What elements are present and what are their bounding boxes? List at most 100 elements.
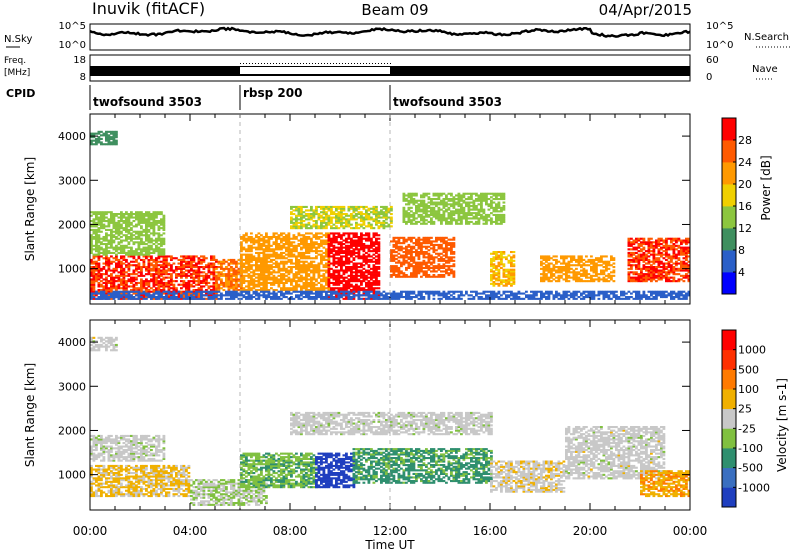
heatmap-cell <box>147 237 151 240</box>
heatmap-cell <box>437 245 441 248</box>
heatmap-cell <box>332 244 336 247</box>
heatmap-cell <box>115 223 118 226</box>
heatmap-cell <box>247 285 251 288</box>
heatmap-cell <box>415 242 418 245</box>
heatmap-cell <box>197 267 201 270</box>
heatmap-cell <box>132 251 136 254</box>
heatmap-cell <box>132 257 136 260</box>
heatmap-cell <box>340 223 343 226</box>
heatmap-cell <box>250 255 253 258</box>
heatmap-cell <box>497 219 501 222</box>
heatmap-cell <box>392 256 396 259</box>
heatmap-cell <box>357 269 361 272</box>
heatmap-cell <box>435 256 438 259</box>
heatmap-cell <box>312 274 316 277</box>
heatmap-cell <box>425 252 428 255</box>
heatmap-cell <box>302 237 306 240</box>
noise-left-tick-bottom: 10^0 <box>59 40 86 51</box>
heatmap-cell <box>390 251 393 254</box>
heatmap-cell <box>470 196 473 199</box>
heatmap-cell <box>542 257 546 260</box>
heatmap-cell <box>325 264 328 267</box>
heatmap-cell <box>275 253 278 256</box>
heatmap-cell <box>340 248 343 251</box>
heatmap-cell <box>560 274 563 277</box>
heatmap-cell <box>307 221 311 224</box>
heatmap-cell <box>410 245 413 248</box>
heatmap-cell <box>512 272 516 275</box>
heatmap-cell <box>152 214 156 217</box>
heatmap-cell <box>660 266 663 269</box>
heatmap-cell <box>605 267 608 270</box>
heatmap-cell <box>130 276 133 279</box>
heatmap-cell <box>432 268 436 271</box>
heatmap-cell <box>100 243 103 246</box>
heatmap-cell <box>257 260 261 263</box>
heatmap-cell <box>282 287 286 290</box>
heatmap-cell <box>360 287 363 290</box>
heatmap-cell <box>307 278 311 281</box>
heatmap-cell <box>632 273 636 276</box>
heatmap-cell <box>650 260 653 263</box>
heatmap-cell <box>440 222 443 225</box>
heatmap-cell <box>380 225 383 228</box>
heatmap-cell <box>295 266 298 269</box>
heatmap-cell <box>550 276 553 279</box>
heatmap-cell <box>452 199 456 202</box>
heatmap-cell <box>122 234 126 237</box>
heatmap-cell <box>445 217 448 220</box>
heatmap-cell <box>175 289 178 292</box>
heatmap-cell <box>367 225 371 228</box>
heatmap-cell <box>252 281 256 284</box>
heatmap-cell <box>540 276 543 279</box>
heatmap-cell <box>355 287 358 290</box>
heatmap-cell <box>647 278 651 281</box>
heatmap-cell <box>390 266 393 269</box>
heatmap-cell <box>342 234 346 237</box>
heatmap-cell <box>320 262 323 265</box>
heatmap-cell <box>650 264 653 267</box>
heatmap-cell <box>440 275 443 278</box>
heatmap-cell <box>132 213 136 216</box>
heatmap-cell <box>290 289 293 292</box>
heatmap-cell <box>287 273 291 276</box>
heatmap-cell <box>120 236 123 239</box>
heatmap-cell <box>545 276 548 279</box>
heatmap-cell <box>492 213 496 216</box>
heatmap-cell <box>225 267 228 270</box>
heatmap-cell <box>602 260 606 263</box>
heatmap-cell <box>437 210 441 213</box>
heatmap-cell <box>167 273 171 276</box>
heatmap-cell <box>115 230 118 233</box>
heatmap-cell <box>355 221 358 224</box>
heatmap-cell <box>340 234 343 237</box>
heatmap-cell <box>335 278 338 281</box>
freq-dot <box>282 63 283 64</box>
heatmap-cell <box>307 251 311 254</box>
heatmap-cell <box>370 216 373 219</box>
heatmap-cell <box>660 276 663 279</box>
heatmap-cell <box>115 214 118 217</box>
heatmap-cell <box>267 276 271 279</box>
heatmap-cell <box>97 230 101 233</box>
heatmap-cell <box>250 248 253 251</box>
heatmap-cell <box>417 208 421 211</box>
heatmap-cell <box>145 253 148 256</box>
heatmap-cell <box>492 206 496 209</box>
heatmap-cell <box>155 260 158 263</box>
heatmap-cell <box>387 209 391 212</box>
heatmap-cell <box>200 266 203 269</box>
heatmap-cell <box>240 258 243 261</box>
heatmap-cell <box>502 208 506 211</box>
heatmap-cell <box>395 236 398 239</box>
heatmap-cell <box>220 264 223 267</box>
heatmap-cell <box>402 196 406 199</box>
heatmap-cell <box>332 255 336 258</box>
heatmap-cell <box>395 243 398 246</box>
heatmap-cell <box>102 214 106 217</box>
heatmap-cell <box>145 251 148 254</box>
heatmap-cell <box>290 205 293 208</box>
heatmap-cell <box>365 281 368 284</box>
heatmap-cell <box>450 251 453 254</box>
heatmap-cell <box>170 264 173 267</box>
